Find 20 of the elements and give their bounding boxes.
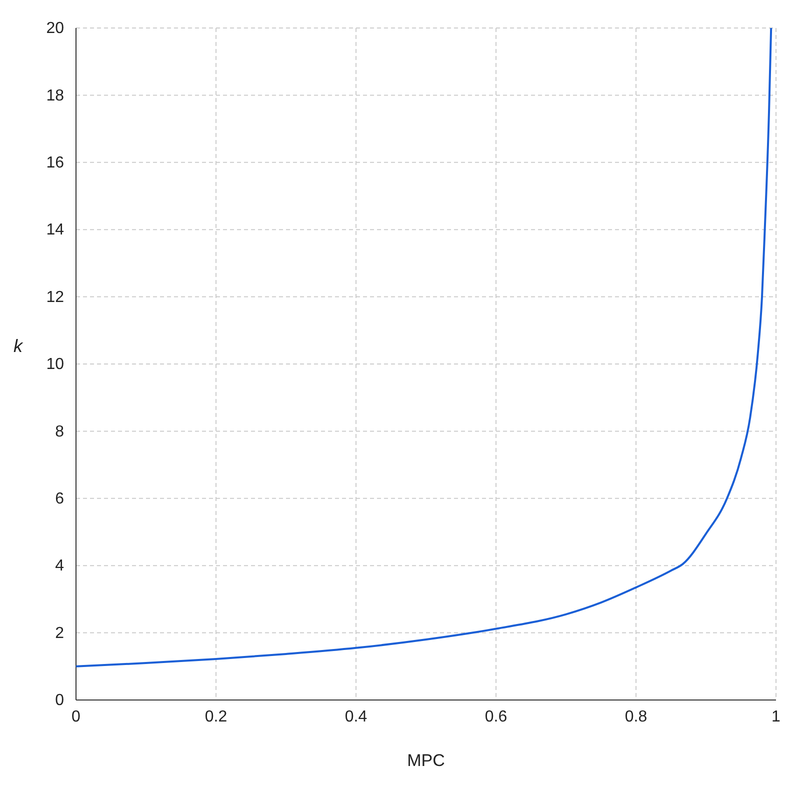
y-tick-label: 2 <box>55 624 64 642</box>
y-axis-title: k <box>14 336 24 356</box>
x-tick-label: 1 <box>772 708 781 726</box>
y-tick-label: 14 <box>46 222 64 239</box>
y-tick-label: 6 <box>55 490 64 508</box>
y-tick-label: 18 <box>46 87 64 104</box>
x-tick-label: 0.2 <box>204 708 228 726</box>
x-axis-title: MPC <box>407 751 445 770</box>
x-tick-label: 0.8 <box>624 708 648 726</box>
y-tick-label: 10 <box>46 356 64 374</box>
y-tick-label: 16 <box>46 154 64 172</box>
y-tick-label: 4 <box>55 558 64 575</box>
y-tick-label: 20 <box>46 20 64 38</box>
y-tick-label: 12 <box>46 288 64 306</box>
y-tick-label: 8 <box>55 423 64 440</box>
x-tick-label: 0.6 <box>484 708 508 726</box>
x-tick-label: 0.4 <box>344 708 368 726</box>
y-tick-label: 0 <box>55 692 64 710</box>
line-series <box>75 27 772 668</box>
x-tick-label: 0 <box>72 708 81 726</box>
